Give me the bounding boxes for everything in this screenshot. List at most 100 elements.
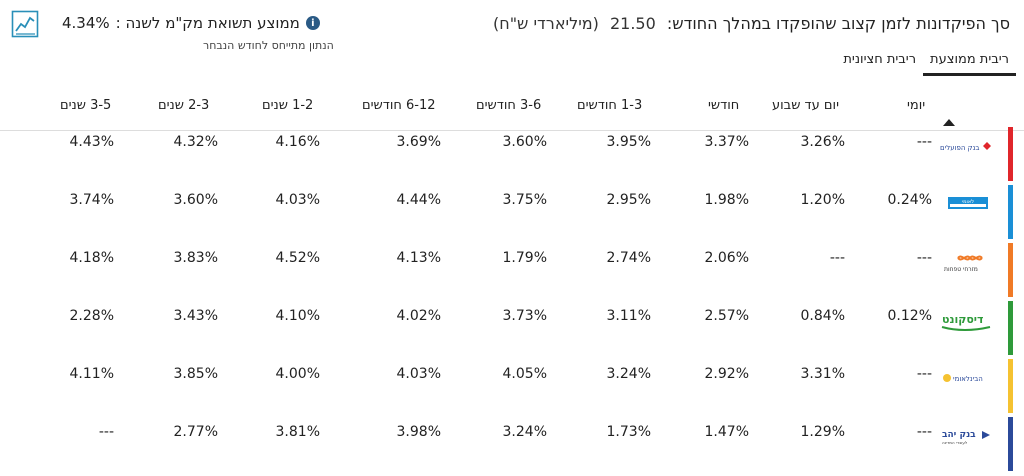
average-label: ממוצע תשואת מק"מ לשנה : [115,14,300,32]
bank-color-bar [1008,301,1013,355]
column-header[interactable]: 1-3 חודשים [577,98,643,113]
table-row: דיסקונט 0.12% 0.84% 2.57% 3.11% 3.73% 4.02% 4.1… [0,299,1024,357]
chart-icon[interactable] [11,10,39,38]
rate-cell: 2.74% [606,250,651,266]
table-row: מזרחי טפחות --- --- 2.06% 2.74% 1.79% 4.13% 4.5… [0,241,1024,299]
rate-cell: 3.37% [704,134,749,150]
rate-cell: 4.05% [502,366,547,382]
svg-text:לעובדי המדינה: לעובדי המדינה [942,440,967,445]
rate-cell: 3.74% [69,192,114,208]
svg-text:מזרחי טפחות: מזרחי טפחות [944,266,978,273]
rate-cell: 3.73% [502,308,547,324]
column-header[interactable]: יומי [907,98,926,113]
rate-cell: 4.43% [69,134,114,150]
bank-logo: בנק יהב לעובדי המדינה [938,425,994,447]
rate-cell: 3.31% [800,366,845,382]
svg-text:הבינלאומי: הבינלאומי [953,375,983,383]
rate-cell: 1.29% [800,424,845,440]
bank-color-bar [1008,185,1013,239]
info-icon[interactable]: i [305,16,320,30]
rate-cell: 4.44% [396,192,441,208]
bank-color-bar [1008,417,1013,471]
rate-cell: 4.13% [396,250,441,266]
bank-color-bar [1008,127,1013,181]
rate-cell: --- [916,424,932,440]
table-row: בנק הפועלים --- 3.26% 3.37% 3.95% 3.60% 3.69% 4… [0,125,1024,183]
rate-cell: 2.95% [606,192,651,208]
rate-cell: 1.73% [606,424,651,440]
rate-cell: 3.98% [396,424,441,440]
table-row: לאומי 0.24% 1.20% 1.98% 2.95% 3.75% 4.44% 4.03%… [0,183,1024,241]
average-value: 4.34% [62,14,110,32]
rate-cell: 1.47% [704,424,749,440]
rate-cell: 3.69% [396,134,441,150]
rate-cell: 3.26% [800,134,845,150]
rate-tabs: ריבית ממוצעת ריבית חציונית [836,50,1016,76]
svg-text:דיסקונט: דיסקונט [942,313,984,326]
rate-cell: 3.95% [606,134,651,150]
rate-cell: 3.75% [502,192,547,208]
column-header[interactable]: חודשי [708,98,740,113]
column-header[interactable]: 3-6 חודשים [476,98,542,113]
rate-cell: 2.28% [69,308,114,324]
page-title: סך הפיקדונות לזמן קצוב שהופקדו במהלך החו… [493,14,1010,33]
svg-text:לאומי: לאומי [962,199,974,205]
bank-logo: לאומי [938,193,994,215]
tab-median-rate[interactable]: ריבית חציונית [843,52,917,67]
rate-cell: --- [916,366,932,382]
tab-average-rate[interactable]: ריבית ממוצעת [923,50,1016,76]
rate-cell: 2.77% [173,424,218,440]
rate-cell: 1.20% [800,192,845,208]
bank-logo: מזרחי טפחות [938,251,994,273]
column-header[interactable]: 2-3 שנים [158,98,210,113]
sort-ascending-icon[interactable] [943,119,955,126]
amount-unit: (מיליארדי ש"ח) [493,14,599,33]
svg-text:בנק יהב: בנק יהב [942,430,976,440]
rate-cell: 1.79% [502,250,547,266]
rate-cell: 3.81% [275,424,320,440]
rate-cell: 3.60% [173,192,218,208]
rate-cell: 1.98% [704,192,749,208]
rate-cell: 3.83% [173,250,218,266]
rate-cell: 2.92% [704,366,749,382]
rate-cell: 4.02% [396,308,441,324]
bank-color-bar [1008,243,1013,297]
rate-cell: 4.32% [173,134,218,150]
bank-logo: בנק הפועלים [938,135,994,157]
table-row: הבינלאומי --- 3.31% 2.92% 3.24% 4.05% 4.03% 4.0… [0,357,1024,415]
rate-cell: 4.00% [275,366,320,382]
average-yield: 4.34% ממוצע תשואת מק"מ לשנה : i [62,14,320,32]
column-header[interactable]: 3-5 שנים [60,98,112,113]
rate-cell: 4.11% [69,366,114,382]
rate-cell: --- [916,134,932,150]
rate-cell: 4.10% [275,308,320,324]
rate-cell: 4.03% [275,192,320,208]
title-text: סך הפיקדונות לזמן קצוב שהופקדו במהלך החו… [666,14,1010,33]
rate-cell: 4.18% [69,250,114,266]
rate-cell: --- [98,424,114,440]
rate-cell: 4.52% [275,250,320,266]
rate-cell: 2.57% [704,308,749,324]
column-header[interactable]: 1-2 שנים [262,98,314,113]
bank-logo: דיסקונט [938,309,994,331]
rate-cell: 3.24% [502,424,547,440]
rate-cell: 0.24% [887,192,932,208]
table-row: בנק יהב לעובדי המדינה --- 1.29% 1.47% 1.73% 3.… [0,415,1024,473]
bank-logo: הבינלאומי [938,367,994,389]
rate-cell: 3.11% [606,308,651,324]
bank-color-bar [1008,359,1013,413]
column-header[interactable]: 6-12 חודשים [362,98,436,113]
rate-cell: 2.06% [704,250,749,266]
rate-cell: --- [829,250,845,266]
total-amount: 21.50 [609,14,656,33]
column-header[interactable]: יום עד שבוע [772,98,839,113]
table-header: יומי יום עד שבוע חודשי 1-3 חודשים 3-6 חו… [0,90,1024,131]
svg-text:בנק הפועלים: בנק הפועלים [940,144,979,152]
rate-cell: --- [916,250,932,266]
rate-cell: 3.85% [173,366,218,382]
rate-cell: 4.16% [275,134,320,150]
rate-cell: 3.43% [173,308,218,324]
rate-cell: 0.84% [800,308,845,324]
rate-cell: 0.12% [887,308,932,324]
rate-cell: 3.24% [606,366,651,382]
